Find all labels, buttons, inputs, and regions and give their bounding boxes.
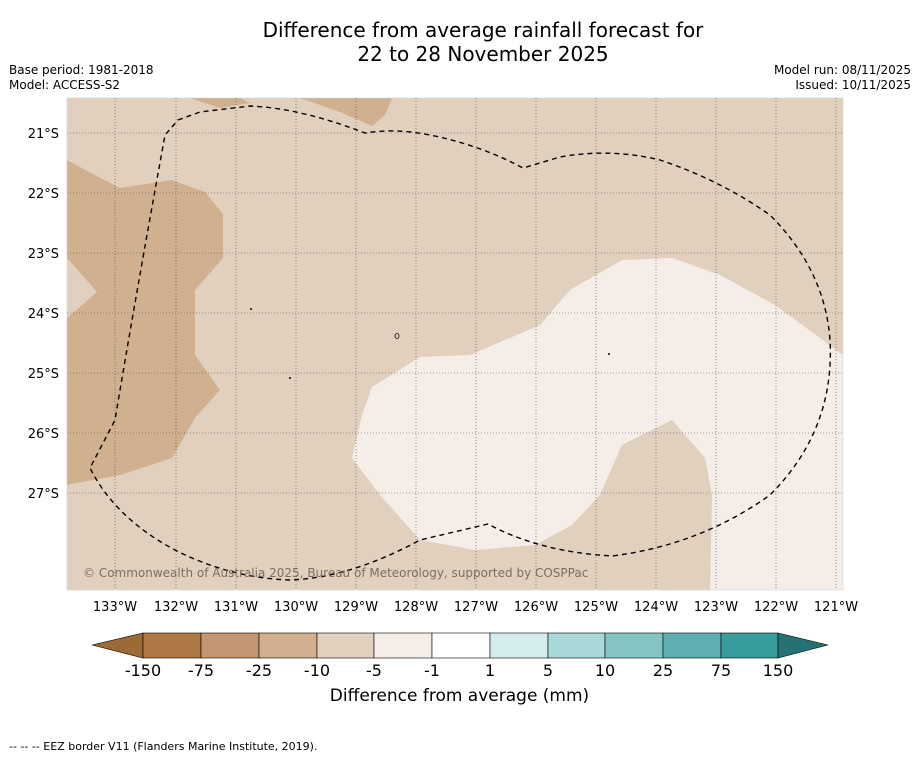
lon-label: 125°W xyxy=(574,600,618,615)
lat-label: 23°S xyxy=(28,247,59,262)
colorbar-segment xyxy=(142,632,202,659)
colorbar-tick: -1 xyxy=(424,661,440,680)
lat-label: 27°S xyxy=(28,487,59,502)
colorbar-segment xyxy=(373,632,433,659)
lon-label: 124°W xyxy=(634,600,678,615)
island-marker xyxy=(608,353,610,355)
longitude-labels: 133°W 132°W 131°W 130°W 129°W 128°W 127°… xyxy=(93,600,858,615)
lon-label: 129°W xyxy=(334,600,378,615)
region-top-dark-brown-2 xyxy=(300,98,392,126)
colorbar-tick: -25 xyxy=(246,661,272,680)
region-lower-right-brown xyxy=(542,420,712,590)
title-line-2: 22 to 28 November 2025 xyxy=(357,42,609,66)
colorbar-ticks: -150 -75 -25 -10 -5 -1 1 5 10 25 75 150 xyxy=(125,661,793,680)
island-marker xyxy=(289,377,291,379)
colorbar-segment xyxy=(720,632,779,659)
island-marker xyxy=(394,333,400,339)
colorbar-tick: 75 xyxy=(711,661,731,680)
colorbar-segment xyxy=(489,632,549,659)
colorbar-tick: -150 xyxy=(125,661,161,680)
lon-label: 130°W xyxy=(274,600,318,615)
eez-border-line xyxy=(89,105,832,581)
colorbar-tick: 5 xyxy=(543,661,553,680)
colorbar-segment xyxy=(662,632,722,659)
page-title: Difference from average rainfall forecas… xyxy=(0,18,919,66)
lat-label: 22°S xyxy=(28,187,59,202)
map-copyright: © Commonwealth of Australia 2025, Bureau… xyxy=(83,566,588,580)
model-name: Model: ACCESS-S2 xyxy=(9,78,121,92)
base-period: Base period: 1981-2018 xyxy=(9,63,154,77)
lon-label: 128°W xyxy=(394,600,438,615)
colorbar-segment xyxy=(316,632,375,659)
lon-label: 132°W xyxy=(154,600,198,615)
colorbar-arrow-low xyxy=(91,632,144,659)
colorbar-tick: -5 xyxy=(366,661,382,680)
lat-label: 24°S xyxy=(28,307,59,322)
lon-label: 121°W xyxy=(814,600,858,615)
colorbar-segment xyxy=(258,632,318,659)
lon-label: 126°W xyxy=(514,600,558,615)
map-gridlines xyxy=(67,98,843,590)
island-marker xyxy=(250,308,252,310)
colorbar-tick: 25 xyxy=(653,661,673,680)
lat-label: 25°S xyxy=(28,367,59,382)
colorbar-segment xyxy=(200,632,260,659)
model-run: Model run: 08/11/2025 xyxy=(773,63,911,77)
eez-legend-note: -- -- -- EEZ border V11 (Flanders Marine… xyxy=(9,740,318,753)
title-line-1: Difference from average rainfall forecas… xyxy=(262,18,704,42)
colorbar-segment xyxy=(604,632,664,659)
colorbar xyxy=(91,632,829,659)
lon-label: 123°W xyxy=(694,600,738,615)
rainfall-map: © Commonwealth of Australia 2025, Bureau… xyxy=(28,97,858,680)
lon-label: 133°W xyxy=(93,600,137,615)
lon-label: 127°W xyxy=(454,600,498,615)
meta-left: Base period: 1981-2018 Model: ACCESS-S2 xyxy=(9,63,154,93)
latitude-labels: 21°S 22°S 23°S 24°S 25°S 26°S 27°S xyxy=(28,127,59,502)
map-frame xyxy=(66,97,844,591)
colorbar-tick: 1 xyxy=(485,661,495,680)
lat-label: 26°S xyxy=(28,427,59,442)
colorbar-segment xyxy=(547,632,606,659)
region-left-dark-brown xyxy=(67,160,223,485)
region-center-very-light xyxy=(352,258,843,590)
colorbar-tick: 150 xyxy=(763,661,794,680)
meta-right: Model run: 08/11/2025 Issued: 10/11/2025 xyxy=(774,63,911,93)
islands xyxy=(250,308,610,379)
issued-date: Issued: 10/11/2025 xyxy=(795,78,911,92)
lon-label: 122°W xyxy=(754,600,798,615)
colorbar-tick: 10 xyxy=(595,661,615,680)
colorbar-label: Difference from average (mm) xyxy=(329,686,590,706)
colorbar-tick: -10 xyxy=(304,661,330,680)
colorbar-tick: -75 xyxy=(188,661,214,680)
lat-label: 21°S xyxy=(28,127,59,142)
map-fill-regions xyxy=(67,98,843,590)
region-top-dark-brown xyxy=(190,98,250,108)
colorbar-segment xyxy=(431,632,491,659)
colorbar-arrow-high xyxy=(777,632,829,659)
lon-label: 131°W xyxy=(214,600,258,615)
